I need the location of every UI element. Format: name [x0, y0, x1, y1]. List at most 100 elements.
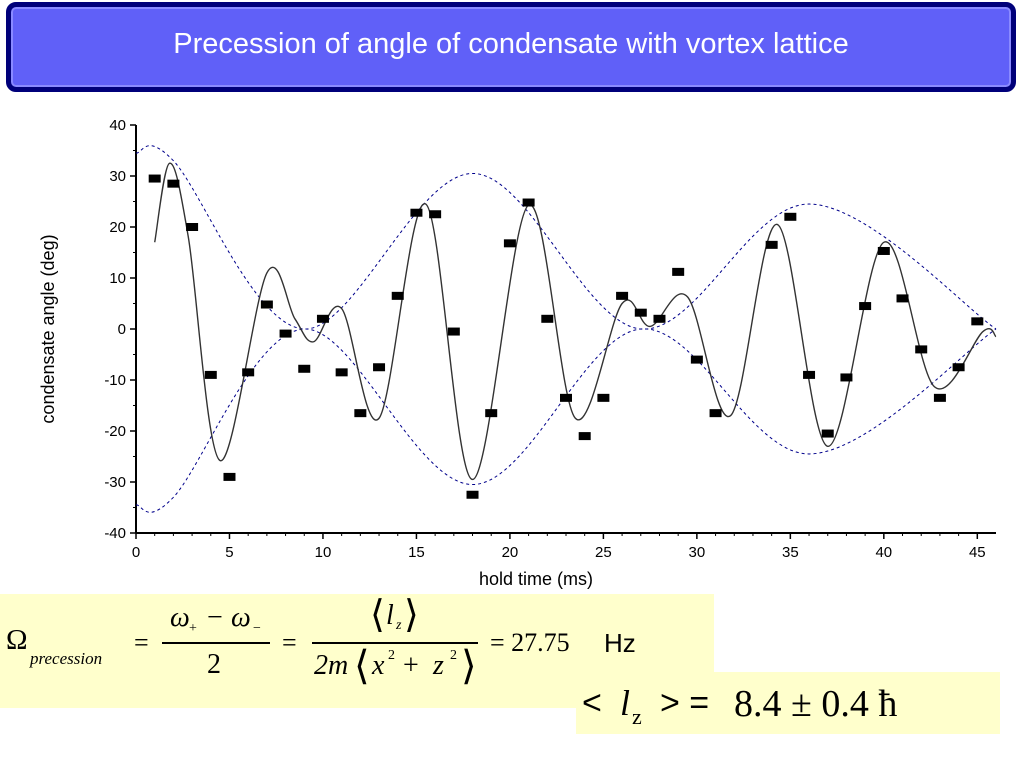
- denominator-z: z: [433, 650, 444, 681]
- data-point: [616, 291, 629, 300]
- data-point: [952, 363, 965, 372]
- angle-open-2: ⟨: [354, 643, 370, 688]
- data-point: [672, 267, 685, 276]
- fit-curve: [154, 162, 997, 481]
- precession-chart: 40 30 20 10 0 -10 -20 -30 -40 0 5 10 15 20 25 30 35 40 45 h…: [38, 117, 997, 589]
- data-point: [578, 432, 591, 441]
- slide-title-bar: Precession of angle of condensate with v…: [6, 2, 1016, 92]
- y-tick-label: 40: [109, 117, 126, 134]
- omega-plus: ω: [170, 602, 190, 633]
- x-tick-label: 5: [225, 544, 233, 561]
- data-point: [765, 240, 778, 249]
- x-tick-label: 40: [875, 544, 892, 561]
- data-point: [242, 368, 255, 377]
- x-tick-label: 15: [408, 544, 425, 561]
- y-tick-label: -10: [104, 372, 126, 389]
- data-point: [784, 212, 797, 221]
- omega-plus-sub: +: [189, 621, 197, 636]
- data-point: [410, 208, 423, 217]
- lz-value: 8.4 ± 0.4 ħ: [734, 683, 898, 725]
- lz-symbol-l: l: [620, 683, 631, 723]
- lz-sub: z: [396, 618, 402, 633]
- data-point: [877, 246, 890, 255]
- data-point: [560, 393, 572, 402]
- data-point: [915, 345, 928, 354]
- y-tick-label: -40: [104, 525, 126, 542]
- data-point: [204, 370, 217, 379]
- data-point: [373, 363, 386, 372]
- result-value: = 27.75: [490, 628, 570, 657]
- data-point: [186, 223, 199, 231]
- result-unit: Hz: [604, 628, 636, 658]
- data-point: [429, 210, 442, 219]
- data-point: [541, 314, 554, 323]
- x-squared: 2: [388, 648, 395, 663]
- equals-sign-2: =: [282, 628, 297, 657]
- y-tick-label: 10: [109, 270, 126, 287]
- lz-symbol-sub: z: [632, 704, 642, 729]
- omega-subscript: precession: [30, 649, 103, 668]
- data-point: [803, 370, 816, 379]
- y-tick-label: -20: [104, 423, 126, 440]
- x-axis-label: hold time (ms): [479, 569, 593, 589]
- fraction-1-denominator: 2: [207, 649, 221, 680]
- data-point: [485, 409, 498, 418]
- data-point: [298, 364, 311, 373]
- y-tick-label: 30: [109, 168, 126, 185]
- data-point: [634, 308, 647, 317]
- data-point: [335, 368, 348, 377]
- data-point: [223, 472, 236, 481]
- data-point: [391, 291, 404, 300]
- minus-sign: −: [207, 602, 223, 633]
- omega-minus: ω: [231, 602, 251, 633]
- angle-open-1: ⟨: [370, 594, 385, 636]
- data-point: [167, 179, 180, 188]
- denominator-x: x: [372, 650, 385, 681]
- x-tick-label: 20: [502, 544, 519, 561]
- x-tick-label: 30: [689, 544, 706, 561]
- omega-minus-sub: −: [253, 621, 261, 636]
- z-squared: 2: [450, 648, 457, 663]
- x-tick-label: 45: [969, 544, 986, 561]
- data-point: [148, 174, 161, 183]
- data-point: [466, 490, 479, 499]
- data-point: [971, 317, 984, 326]
- lz-l: l: [386, 600, 394, 631]
- data-point: [354, 409, 367, 418]
- lz-close-equals: > =: [660, 684, 710, 722]
- x-tick-label: 25: [595, 544, 612, 561]
- data-point: [503, 239, 516, 248]
- y-tick-label: 0: [118, 321, 126, 338]
- y-axis-label: condensate angle (deg): [38, 234, 58, 423]
- angle-close-2: ⟩: [461, 643, 477, 688]
- data-point: [316, 314, 329, 323]
- angular-momentum-box: < l z > = 8.4 ± 0.4 ħ: [576, 672, 1000, 734]
- data-point: [821, 429, 834, 438]
- data-point: [447, 327, 460, 336]
- lz-open-bracket: <: [582, 684, 602, 722]
- data-point: [522, 198, 535, 207]
- data-point: [260, 300, 273, 309]
- envelope-lower-curve: [135, 328, 997, 513]
- y-tick-label: 20: [109, 219, 126, 236]
- data-point: [597, 393, 610, 402]
- data-point: [859, 302, 872, 311]
- denominator-2m: 2m: [314, 650, 349, 681]
- data-point: [840, 373, 853, 382]
- fraction-bar-1: [162, 642, 270, 644]
- fraction-bar-2: [312, 642, 478, 644]
- envelope-upper-curve: [135, 145, 997, 330]
- data-point: [933, 393, 946, 402]
- x-tick-label: 35: [782, 544, 799, 561]
- omega-symbol: Ω: [6, 624, 28, 656]
- angle-close-1: ⟩: [404, 594, 419, 636]
- equals-sign-1: =: [134, 628, 149, 657]
- y-tick-label: -30: [104, 474, 126, 491]
- data-point: [690, 355, 703, 364]
- data-point: [279, 329, 292, 338]
- plus-sign: +: [403, 650, 419, 681]
- data-point: [653, 314, 666, 323]
- x-tick-label: 0: [132, 544, 140, 561]
- data-point: [709, 409, 722, 418]
- x-tick-label: 10: [315, 544, 332, 561]
